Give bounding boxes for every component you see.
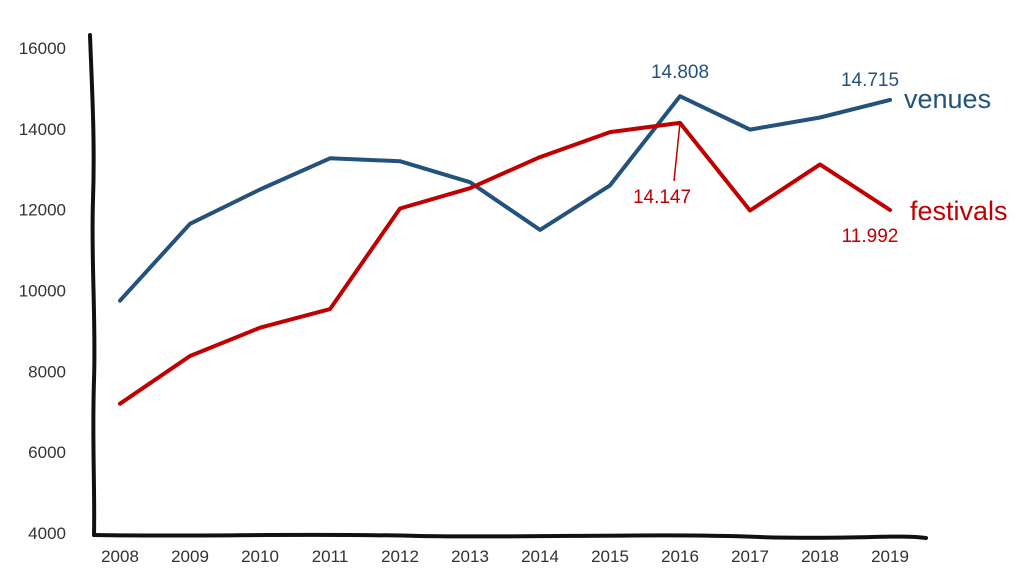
x-tick-label: 2008 [101, 547, 139, 566]
x-tick-label: 2019 [871, 547, 909, 566]
data-label-venues: 14.808 [651, 62, 709, 83]
series-line-venues [118, 94, 892, 303]
series-name-festivals: festivals [910, 196, 1008, 226]
x-tick-label: 2009 [171, 547, 209, 566]
y-tick-label: 12000 [19, 201, 66, 220]
x-tick-label: 2012 [381, 547, 419, 566]
series-name-venues: venues [904, 84, 991, 114]
y-tick-label: 14000 [19, 120, 66, 139]
x-tick-label: 2013 [451, 547, 489, 566]
x-tick-labels: 2008 2009 2010 2011 2012 2013 2014 2015 2016 2017… [101, 547, 909, 566]
x-tick-label: 2014 [521, 547, 559, 566]
annotation-leaders [673, 122, 681, 181]
data-labels: 14.808 14.715 14.147 11.992 [633, 62, 899, 247]
y-tick-label: 16000 [19, 39, 66, 58]
x-axis [92, 532, 928, 540]
x-tick-label: 2015 [591, 547, 629, 566]
y-tick-label: 8000 [28, 362, 66, 381]
y-axis [88, 33, 97, 537]
y-tick-labels: 4000 6000 8000 10000 12000 14000 16000 [19, 39, 66, 543]
x-tick-label: 2010 [241, 547, 279, 566]
x-tick-label: 2017 [731, 547, 769, 566]
x-tick-label: 2011 [312, 547, 349, 566]
y-tick-label: 10000 [19, 282, 66, 301]
annotation-leader-line [673, 122, 681, 181]
data-label-festivals: 14.147 [633, 187, 691, 208]
x-tick-label: 2018 [801, 547, 839, 566]
y-tick-label: 4000 [28, 524, 66, 543]
series-names: venues festivals [904, 84, 1008, 226]
series-line-festivals [118, 120, 892, 406]
data-label-festivals: 11.992 [842, 226, 899, 247]
x-tick-label: 2016 [661, 547, 699, 566]
data-label-venues: 14.715 [841, 70, 899, 91]
y-tick-label: 6000 [28, 443, 66, 462]
series-lines [118, 94, 892, 406]
